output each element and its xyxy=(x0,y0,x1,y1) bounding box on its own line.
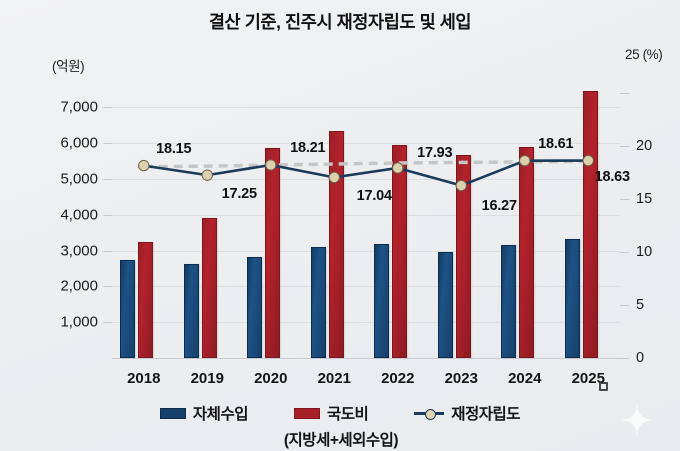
legend-label: 국도비 xyxy=(326,406,369,423)
left-axis-tick-label: 1,000 xyxy=(60,313,98,331)
x-axis-label: 2020 xyxy=(254,370,288,387)
legend-item[interactable]: 재정자립도 xyxy=(414,402,521,424)
data-label: 17.93 xyxy=(417,144,453,161)
legend-label: 재정자립도 xyxy=(451,406,521,423)
bar-state-subsidy[interactable] xyxy=(265,147,280,358)
gridline xyxy=(112,143,620,145)
bar-state-subsidy[interactable] xyxy=(392,144,407,358)
data-label: 16.27 xyxy=(481,197,517,214)
right-axis-tick-label: 20 xyxy=(636,138,653,154)
left-axis-tick-label: 7,000 xyxy=(60,98,98,116)
bar-group xyxy=(366,93,430,358)
right-axis-tick xyxy=(620,199,629,200)
legend: 자체수입 국도비 재정자립도 xyxy=(0,402,680,424)
legend-note: (지방세+세외수입) xyxy=(283,432,399,449)
bar-state-subsidy[interactable] xyxy=(582,91,598,358)
bar-state-subsidy[interactable] xyxy=(328,130,344,358)
left-axis-tick xyxy=(103,178,112,180)
bar-own-revenue[interactable] xyxy=(374,243,389,358)
right-axis-tick xyxy=(620,252,629,253)
right-axis-tick xyxy=(620,358,629,359)
right-axis-tick-label: 15 xyxy=(636,191,653,207)
left-axis-tick xyxy=(103,214,112,216)
left-axis-tick xyxy=(103,286,112,288)
x-axis-label: 2022 xyxy=(381,370,415,387)
x-axis-label: 2025 xyxy=(571,370,605,387)
left-axis-tick xyxy=(103,250,112,252)
bar-state-subsidy[interactable] xyxy=(519,147,534,358)
legend-label: 자체수입 xyxy=(192,406,249,423)
right-axis-tick-label: 5 xyxy=(636,297,645,313)
bar-group xyxy=(493,93,557,358)
gridline xyxy=(112,286,620,288)
axis-baseline xyxy=(112,358,620,359)
gridline xyxy=(112,214,620,216)
left-axis-tick-label: 4,000 xyxy=(60,206,98,224)
bar-state-subsidy[interactable] xyxy=(201,218,217,358)
right-axis-unit-label: 25 (%) xyxy=(625,47,663,62)
legend-item[interactable]: 자체수입 xyxy=(159,402,249,424)
right-axis-tick xyxy=(620,305,629,306)
data-label: 18.63 xyxy=(594,168,630,185)
bar-own-revenue[interactable] xyxy=(120,260,135,358)
gridline xyxy=(112,250,620,252)
bar-own-revenue[interactable] xyxy=(247,256,262,358)
bar-state-subsidy[interactable] xyxy=(455,155,471,358)
right-axis-tick-label: 0 xyxy=(636,350,645,366)
left-axis-tick-label: 3,000 xyxy=(60,242,98,260)
data-label: 18.21 xyxy=(290,139,326,156)
right-axis-tick xyxy=(620,146,629,147)
left-axis-tick xyxy=(103,143,112,145)
right-axis-tick-label: 10 xyxy=(636,244,653,260)
right-axis-tick xyxy=(620,93,629,94)
left-axis-unit-label: (억원) xyxy=(52,59,85,74)
left-axis-tick-label: 5,000 xyxy=(60,170,98,188)
bar-group xyxy=(239,93,303,358)
gridline xyxy=(112,107,620,109)
data-label: 18.61 xyxy=(538,135,574,152)
data-label: 18.15 xyxy=(156,140,192,157)
x-axis-label: 2024 xyxy=(508,370,542,387)
plot-area: 1,000 2,000 3,000 4,000 5,000 6,000 7,000 0 5 10… xyxy=(60,91,652,387)
x-axis-label: 2021 xyxy=(317,370,351,387)
bar-group xyxy=(303,93,367,358)
x-axis-label: 2023 xyxy=(444,370,478,387)
page-title: 결산 기준, 진주시 재정자립도 및 세입 xyxy=(208,12,472,32)
bar-own-revenue[interactable] xyxy=(310,246,326,358)
bar-group xyxy=(430,93,494,358)
legend-swatch-navy-icon xyxy=(159,407,186,419)
x-axis-label: 2019 xyxy=(190,370,224,387)
legend-item[interactable]: 국도비 xyxy=(293,402,369,424)
x-axis-label: 2018 xyxy=(127,370,161,387)
left-axis-tick-label: 2,000 xyxy=(60,277,98,295)
corner-mark-icon xyxy=(599,382,608,391)
left-axis-tick-label: 6,000 xyxy=(60,134,98,152)
left-axis-tick xyxy=(103,322,112,324)
legend-swatch-red-icon xyxy=(293,407,320,419)
bar-group xyxy=(557,91,621,358)
data-label: 17.25 xyxy=(221,186,257,203)
legend-swatch-line-icon xyxy=(414,408,445,420)
gridline xyxy=(112,322,620,324)
data-label: 17.04 xyxy=(356,188,392,205)
left-axis-tick xyxy=(103,107,112,109)
bar-own-revenue[interactable] xyxy=(564,238,580,358)
bar-own-revenue[interactable] xyxy=(183,264,199,358)
bar-own-revenue[interactable] xyxy=(501,244,516,358)
bar-state-subsidy[interactable] xyxy=(138,242,153,358)
bar-group xyxy=(112,93,176,358)
bar-group xyxy=(176,93,240,358)
bar-own-revenue[interactable] xyxy=(437,252,453,358)
